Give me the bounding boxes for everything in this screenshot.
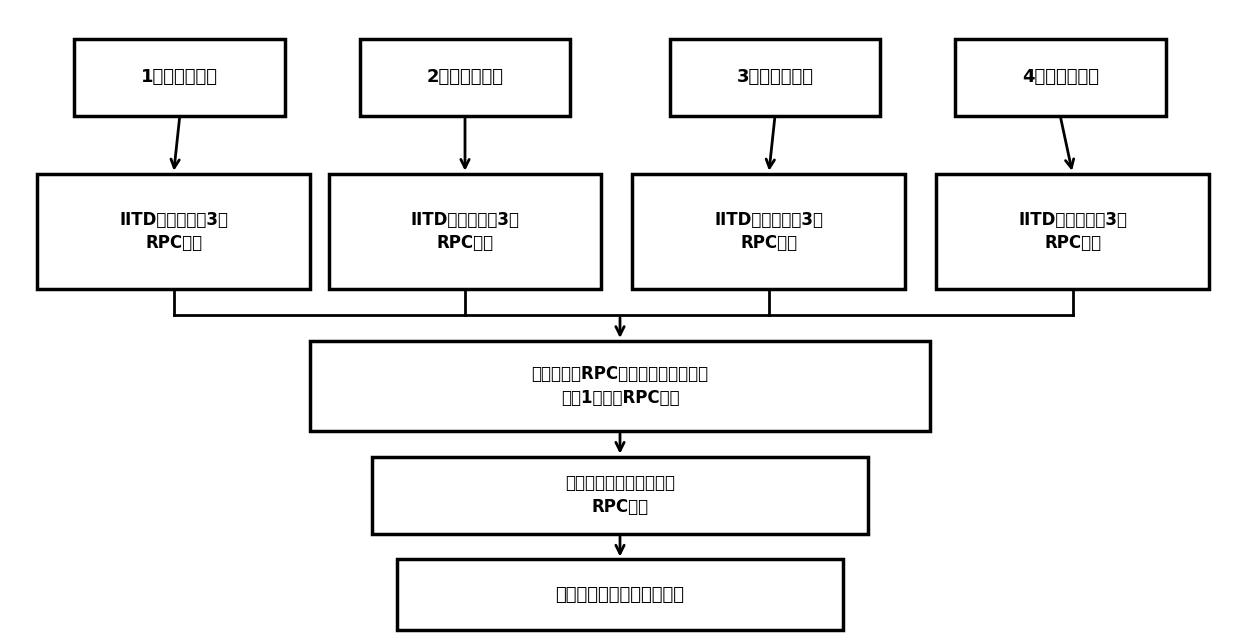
Text: IITD分解，得到3个
RPC分量: IITD分解，得到3个 RPC分量 bbox=[410, 211, 520, 252]
FancyBboxPatch shape bbox=[670, 39, 880, 116]
FancyBboxPatch shape bbox=[372, 457, 868, 534]
Text: 4通道故障信号: 4通道故障信号 bbox=[1022, 68, 1099, 86]
FancyBboxPatch shape bbox=[397, 559, 843, 630]
FancyBboxPatch shape bbox=[936, 174, 1209, 289]
Text: 包络谱分析，提取故障特征: 包络谱分析，提取故障特征 bbox=[556, 586, 684, 604]
FancyBboxPatch shape bbox=[329, 174, 601, 289]
FancyBboxPatch shape bbox=[955, 39, 1166, 116]
Text: 1通道故障信号: 1通道故障信号 bbox=[141, 68, 218, 86]
Text: 相同尺度的RPC分量叠加做平均，融
合成1组增强RPC分量: 相同尺度的RPC分量叠加做平均，融 合成1组增强RPC分量 bbox=[532, 365, 708, 406]
Text: 2通道故障信号: 2通道故障信号 bbox=[427, 68, 503, 86]
FancyBboxPatch shape bbox=[632, 174, 905, 289]
Text: IITD分解，得到3个
RPC分量: IITD分解，得到3个 RPC分量 bbox=[714, 211, 823, 252]
Text: IITD分解，得到3个
RPC分量: IITD分解，得到3个 RPC分量 bbox=[119, 211, 228, 252]
FancyBboxPatch shape bbox=[74, 39, 285, 116]
FancyBboxPatch shape bbox=[37, 174, 310, 289]
FancyBboxPatch shape bbox=[310, 341, 930, 431]
FancyBboxPatch shape bbox=[360, 39, 570, 116]
Text: IITD分解，得到3个
RPC分量: IITD分解，得到3个 RPC分量 bbox=[1018, 211, 1127, 252]
Text: 计算峭度，选择最大峭度
RPC分量: 计算峭度，选择最大峭度 RPC分量 bbox=[565, 475, 675, 516]
Text: 3通道故障信号: 3通道故障信号 bbox=[737, 68, 813, 86]
